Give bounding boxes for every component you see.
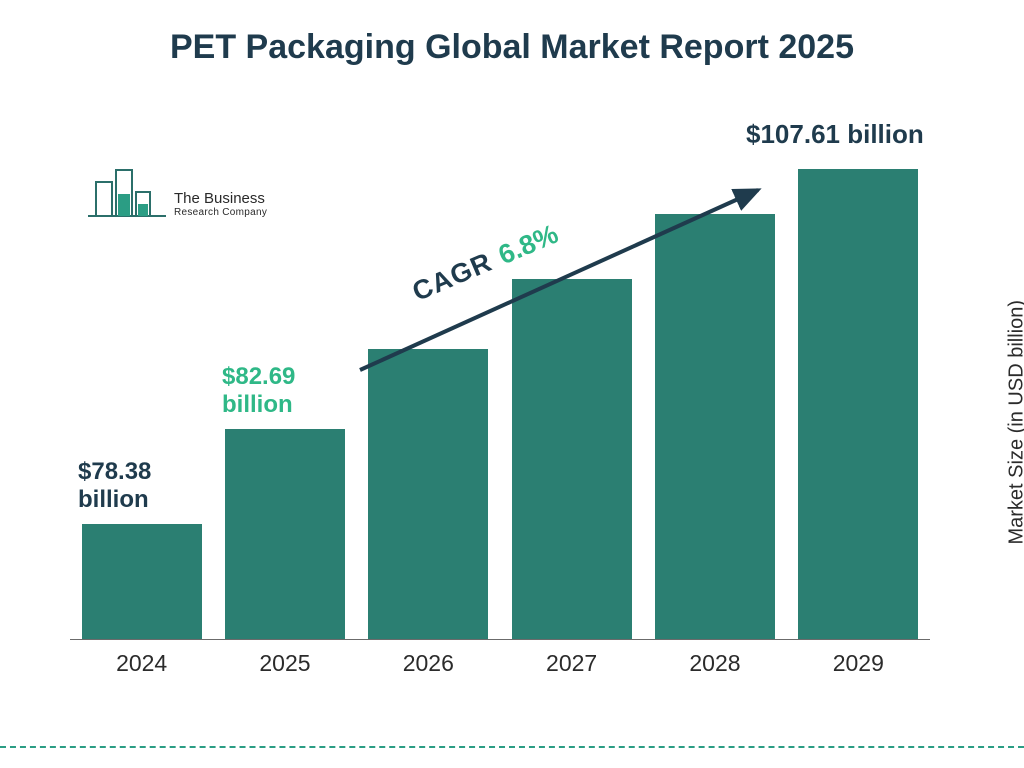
chart-title: PET Packaging Global Market Report 2025 <box>0 28 1024 67</box>
bar-slot <box>82 524 202 639</box>
x-tick-label: 2029 <box>798 644 918 677</box>
x-axis-line <box>70 639 930 640</box>
bar <box>225 429 345 639</box>
bar-slot <box>225 429 345 639</box>
x-tick-label: 2028 <box>655 644 775 677</box>
x-tick-label: 2026 <box>368 644 488 677</box>
bar-slot <box>512 279 632 639</box>
value-label: $78.38billion <box>78 458 151 513</box>
x-tick-label: 2025 <box>225 644 345 677</box>
value-label: $107.61 billion <box>746 120 924 150</box>
x-tick-label: 2024 <box>82 644 202 677</box>
bar-slot <box>798 169 918 639</box>
bar-slot <box>368 349 488 639</box>
bar <box>368 349 488 639</box>
bar-slot <box>655 214 775 639</box>
bar-chart: 2024 2025 2026 2027 2028 2029 <box>70 150 930 680</box>
y-axis-label: Market Size (in USD billion) <box>1006 300 1024 545</box>
bar <box>655 214 775 639</box>
bar <box>512 279 632 639</box>
x-axis-labels: 2024 2025 2026 2027 2028 2029 <box>70 644 930 680</box>
bar-group <box>70 159 930 639</box>
bar <box>798 169 918 639</box>
bar <box>82 524 202 639</box>
value-label: $82.69billion <box>222 363 295 418</box>
footer-divider <box>0 746 1024 748</box>
x-tick-label: 2027 <box>512 644 632 677</box>
